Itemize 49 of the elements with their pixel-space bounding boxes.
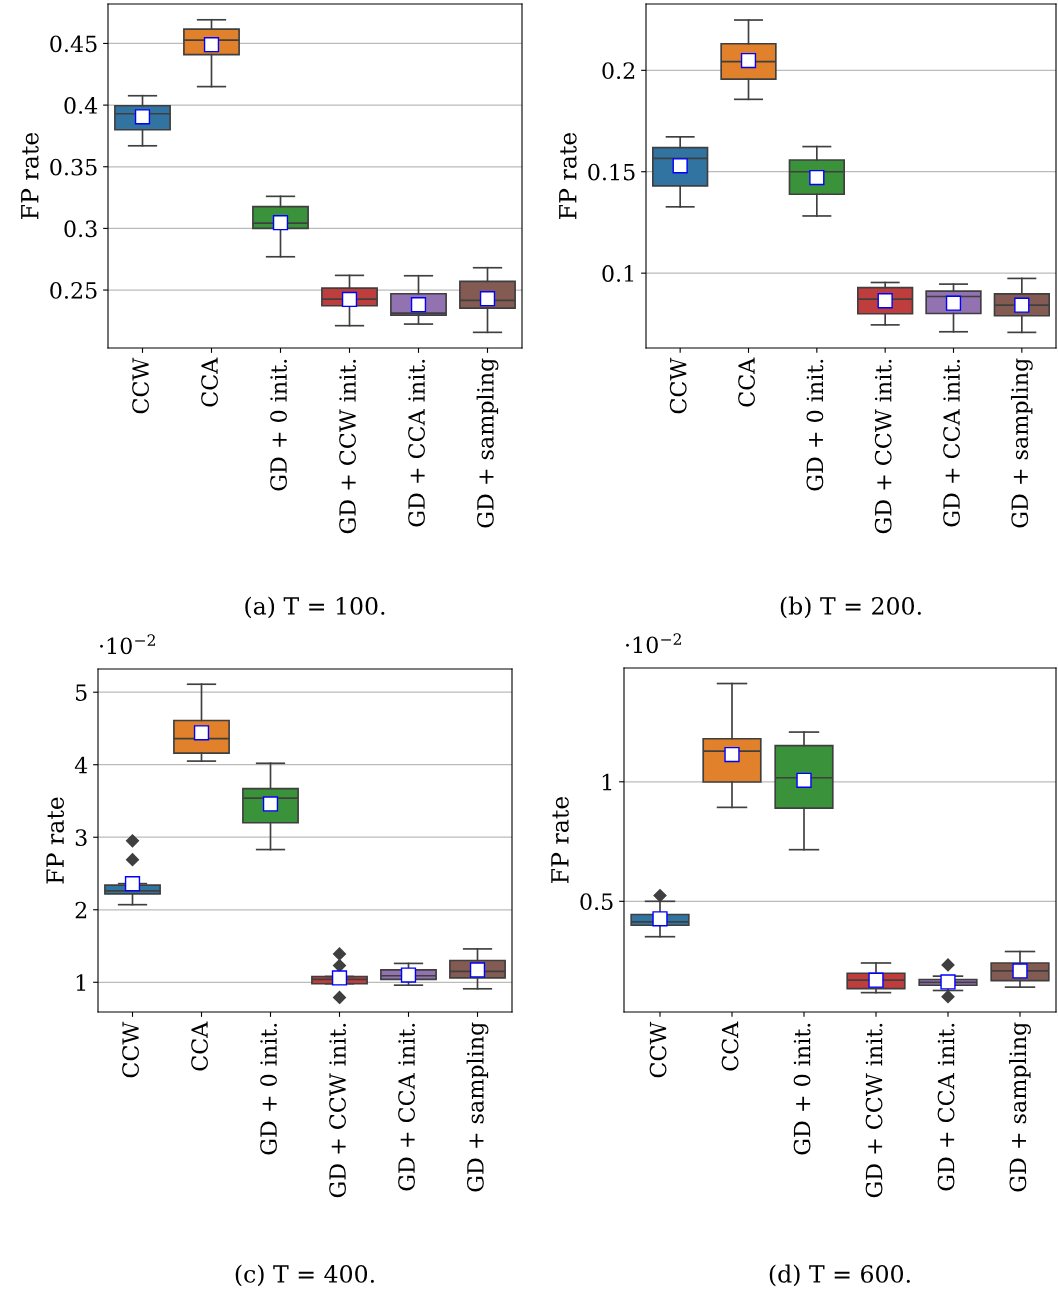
x-tick-label: CCW xyxy=(122,1021,139,1078)
text: ·10$^{−2}$ xyxy=(100,634,155,655)
y-tick-label: 1 xyxy=(602,773,612,791)
text: ·10$^{−2}$ xyxy=(626,633,681,654)
x-tick-label: GD + CCW init. xyxy=(865,1023,883,1198)
y-tick-label: 0.4 xyxy=(64,97,98,114)
x-tick-label: GD + sampling xyxy=(476,358,499,528)
text: (b) T = 200. xyxy=(780,596,921,619)
x-tick-label: GD + 0 init. xyxy=(793,1023,811,1155)
y-tick-label: 0.3 xyxy=(64,220,97,238)
y-tick-label: 0.25 xyxy=(50,282,97,299)
y-tick-label: 0.35 xyxy=(50,158,97,176)
y-tick-label: 2 xyxy=(75,901,87,919)
x-tick-label: GD + CCA init. xyxy=(937,1023,955,1191)
y-tick-label: 0.15 xyxy=(588,163,635,181)
x-tick-label: GD + CCW init. xyxy=(329,1023,346,1198)
x-tick-label: GD + CCA init. xyxy=(408,359,425,527)
y-axis-title: FP rate xyxy=(21,132,39,219)
x-tick-label: CCA xyxy=(191,1021,208,1071)
text: (c) T = 400. xyxy=(235,1264,374,1287)
y-tick-label: 0.45 xyxy=(50,35,97,53)
x-tick-label: GD + sampling xyxy=(1009,1022,1031,1192)
x-tick-label: GD + sampling xyxy=(1010,358,1033,528)
y-tick-label: 1 xyxy=(76,974,86,991)
x-tick-label: GD + CCW init. xyxy=(874,359,892,534)
x-tick-label: CCW xyxy=(649,1021,667,1078)
x-tick-label: GD + CCA init. xyxy=(398,1023,415,1191)
y-axis-title: FP rate xyxy=(46,797,65,884)
y-tick-label: 4 xyxy=(74,756,88,774)
x-tick-label: GD + 0 init. xyxy=(806,359,824,491)
x-tick-label: CCW xyxy=(669,357,687,414)
y-tick-label: 3 xyxy=(75,829,87,846)
x-tick-label: GD + 0 init. xyxy=(270,359,287,491)
y-tick-label: 0.2 xyxy=(602,62,635,80)
x-tick-label: GD + 0 init. xyxy=(260,1023,277,1155)
x-tick-label: GD + sampling xyxy=(466,1022,489,1192)
y-axis-title: FP rate xyxy=(559,132,577,219)
x-tick-label: CCW xyxy=(132,357,149,414)
y-tick-label: 5 xyxy=(76,684,87,701)
x-tick-label: CCA xyxy=(738,357,755,407)
y-tick-label: 0.5 xyxy=(580,893,613,911)
x-tick-label: CCA xyxy=(721,1021,739,1071)
x-tick-label: CCA xyxy=(201,357,218,407)
y-axis-title: FP rate xyxy=(551,796,569,883)
text: (d) T = 600. xyxy=(769,1264,910,1287)
x-tick-label: GD + CCW init. xyxy=(339,359,356,534)
text: (a) T = 100. xyxy=(245,596,385,619)
y-tick-label: 0.1 xyxy=(602,265,634,282)
x-tick-label: GD + CCA init. xyxy=(943,359,960,527)
